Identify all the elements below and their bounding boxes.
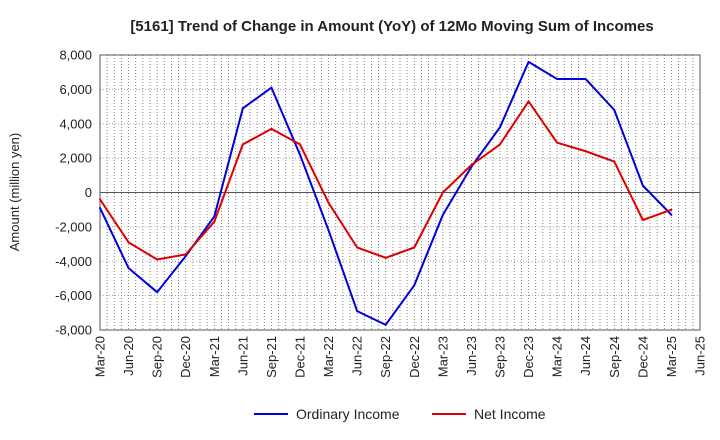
- x-tick-label: Jun-23: [464, 336, 479, 376]
- data-point: [527, 100, 530, 103]
- y-tick-label: -2,000: [55, 219, 92, 234]
- y-tick-label: 4,000: [59, 116, 92, 131]
- data-point: [384, 323, 387, 326]
- x-tick-label: Sep-23: [493, 336, 508, 378]
- data-point: [470, 164, 473, 166]
- data-point: [184, 253, 187, 256]
- x-tick-label: Mar-25: [664, 336, 679, 377]
- plot-border: [99, 54, 701, 331]
- x-tick-label: Jun-20: [121, 336, 136, 376]
- data-point: [327, 229, 330, 232]
- data-point: [127, 267, 130, 270]
- data-point: [556, 141, 559, 144]
- x-tick-label: Mar-23: [435, 336, 450, 377]
- chart-title: [5161] Trend of Change in Amount (YoY) o…: [130, 18, 653, 35]
- x-tick-label: Dec-21: [293, 336, 308, 378]
- y-tick-label: 2,000: [59, 151, 92, 166]
- data-point: [356, 246, 359, 249]
- data-point: [413, 246, 416, 249]
- data-point: [499, 126, 501, 129]
- x-tick-label: Sep-24: [607, 336, 622, 378]
- x-tick-label: Jun-24: [578, 336, 593, 376]
- data-point: [99, 198, 101, 201]
- data-point: [384, 256, 387, 259]
- y-tick-label: -4,000: [55, 254, 92, 269]
- legend-label: Net Income: [474, 406, 546, 422]
- data-point: [156, 258, 159, 261]
- x-tick-label: Sep-21: [264, 336, 279, 378]
- data-point: [156, 291, 159, 294]
- data-point: [241, 143, 244, 146]
- x-tick-label: Dec-24: [635, 336, 650, 378]
- data-point: [441, 213, 444, 216]
- x-tick-label: Mar-21: [207, 336, 222, 377]
- data-point: [213, 220, 216, 223]
- data-point: [99, 206, 101, 209]
- x-tick-label: Dec-22: [407, 336, 422, 378]
- data-point: [527, 60, 530, 63]
- x-tick-label: Jun-21: [235, 336, 250, 376]
- plot-area: 8,000 6,000 4,000 2,000 0 -2,000 -4,000 -6,000 -…: [55, 48, 707, 378]
- y-tick-label: 0: [85, 185, 92, 200]
- y-tick-label: -8,000: [55, 323, 92, 338]
- data-point: [641, 219, 644, 221]
- data-point: [413, 284, 416, 287]
- x-tick-label: Jun-22: [350, 336, 365, 376]
- x-tick-label: Mar-24: [550, 336, 565, 377]
- x-tick-label: Mar-22: [321, 336, 336, 377]
- data-point: [613, 160, 616, 163]
- data-point: [270, 127, 273, 130]
- data-point: [584, 78, 587, 81]
- y-tick-label: 8,000: [59, 48, 92, 63]
- y-tick-label: 6,000: [59, 82, 92, 97]
- legend: Ordinary Income Net Income: [254, 406, 546, 422]
- y-axis-label: Amount (million yen): [7, 133, 22, 252]
- data-point: [356, 310, 359, 313]
- x-tick-label: Sep-20: [150, 336, 165, 378]
- legend-label: Ordinary Income: [296, 406, 400, 422]
- data-point: [299, 153, 301, 156]
- data-point: [213, 215, 216, 218]
- data-point: [270, 86, 273, 89]
- data-point: [127, 241, 130, 244]
- data-point: [613, 109, 616, 111]
- x-tick-label: Mar-20: [93, 336, 108, 377]
- data-point: [670, 213, 673, 216]
- x-tick-label: Dec-20: [178, 336, 193, 378]
- data-point: [556, 78, 559, 81]
- data-point: [584, 150, 587, 153]
- data-point: [670, 208, 673, 211]
- data-point: [327, 201, 330, 204]
- x-tick-label: Sep-22: [378, 336, 393, 378]
- x-tick-label: Jun-25: [693, 336, 708, 376]
- data-point: [641, 184, 644, 187]
- data-point: [499, 143, 501, 146]
- data-point: [299, 143, 301, 146]
- data-point: [241, 107, 244, 110]
- data-point: [441, 191, 444, 194]
- y-tick-label: -6,000: [55, 288, 92, 303]
- x-tick-label: Dec-23: [521, 336, 536, 378]
- data-point: [184, 255, 187, 258]
